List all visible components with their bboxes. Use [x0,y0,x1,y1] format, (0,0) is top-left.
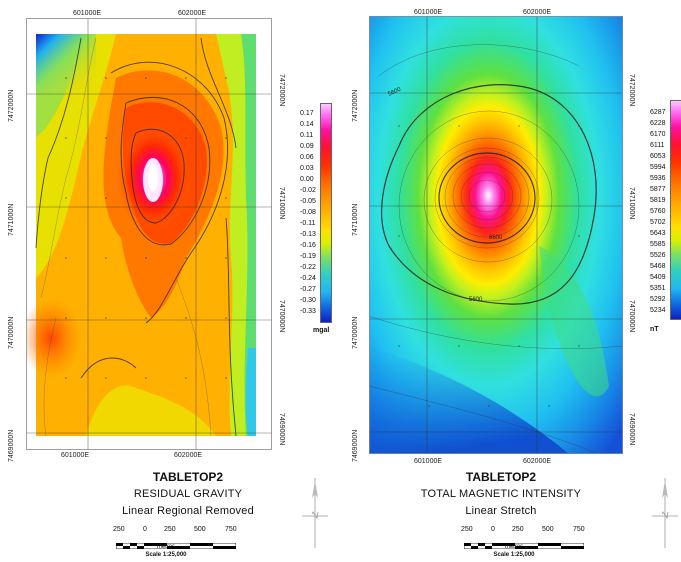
gravity-subtitle: RESIDUAL GRAVITY [133,488,243,500]
gravity-legend-label: 0.09 [300,143,314,150]
gravity-easting-bottom-1: 601000E [61,452,90,459]
gravity-subtitle-2: Linear Regional Removed [122,505,254,517]
gravity-northing-right-2: 7471000N [278,187,285,220]
magnetic-legend-label: 5526 [650,252,666,259]
magnetic-legend-label: 5877 [650,186,666,193]
magnetic-legend-label: 5585 [650,241,666,248]
magnetic-legend-label: 5409 [650,274,666,281]
gravity-legend-label: 0.14 [300,121,314,128]
gravity-legend-label: 0.06 [300,154,314,161]
gravity-map [26,18,272,450]
gravity-legend-label: -0.22 [300,264,316,271]
magnetic-legend-label: 5643 [650,230,666,237]
magnetic-easting-bottom-2: 602000E [523,458,552,465]
magnetic-easting-top-1: 601000E [414,9,443,16]
magnetic-legend-label: 5760 [650,208,666,215]
gravity-scale-tick: 750 [225,526,237,533]
magnetic-unit-label: nT [650,326,659,333]
magnetic-northing-right-3: 7470000N [628,300,635,333]
gravity-scale-tick: 500 [194,526,206,533]
gravity-legend-label: -0.30 [300,297,316,304]
magnetic-easting-top-2: 602000E [523,9,552,16]
gravity-northing-left-4: 7469000N [8,429,15,462]
magnetic-northing-right-1: 7472000N [628,74,635,107]
gravity-northing-right-1: 7472000N [278,74,285,107]
gravity-legend-label: 0.00 [300,176,314,183]
gravity-north-arrow-icon [302,478,328,553]
magnetic-legend-label: 5351 [650,285,666,292]
magnetic-northing-left-1: 7472000N [352,89,359,122]
magnetic-legend-label: 5994 [650,164,666,171]
magnetic-subtitle-2: Linear Stretch [465,505,537,517]
magnetic-northing-right-2: 7471000N [628,187,635,220]
magnetic-scale-tick: 750 [573,526,585,533]
magnetic-colorbar [670,100,681,320]
gravity-scale-bar [115,536,237,554]
magnetic-northing-left-2: 7471000N [352,203,359,236]
magnetic-scale-tick: 250 [512,526,524,533]
gravity-northing-right-4: 7469000N [278,413,285,446]
magnetic-north-arrow-icon [652,478,678,553]
gravity-map-image [26,18,272,450]
magnetic-scale-units: metres [504,544,524,550]
gravity-scale-units: metres [156,544,176,550]
gravity-legend-label: 0.03 [300,165,314,172]
magnetic-contour-label: 5600 [387,86,402,97]
magnetic-contour-label: 6600 [489,235,503,241]
gravity-legend-label: -0.19 [300,253,316,260]
magnetic-contour-label: 5600 [469,297,483,303]
magnetic-legend-label: 5819 [650,197,666,204]
magnetic-northing-right-4: 7469000N [628,413,635,446]
gravity-northing-left-2: 7471000N [8,203,15,236]
magnetic-legend-label: 5702 [650,219,666,226]
magnetic-legend-label: 6111 [650,142,665,149]
gravity-unit-label: mgal [313,327,330,334]
gravity-northing-left-3: 7470000N [8,316,15,349]
gravity-legend-label: -0.11 [300,220,316,227]
magnetic-subtitle: TOTAL MAGNETIC INTENSITY [420,488,582,500]
magnetic-scale-ratio: Scale 1:25,000 [493,552,535,558]
gravity-legend-label: 0.11 [300,132,314,139]
magnetic-legend-label: 5292 [650,296,666,303]
magnetic-northing-left-3: 7470000N [352,316,359,349]
magnetic-northing-left-4: 7469000N [352,429,359,462]
gravity-legend-label: -0.13 [300,231,316,238]
magnetic-scale-tick: 0 [491,526,495,533]
gravity-easting-bottom-2: 602000E [174,452,203,459]
magnetic-legend-label: 6287 [650,109,666,116]
magnetic-map: 5600 6600 5600 [369,16,623,454]
gravity-scale-tick: 0 [143,526,147,533]
magnetic-legend-label: 6228 [650,120,666,127]
gravity-easting-top-1: 601000E [73,10,102,17]
gravity-legend-label: -0.05 [300,198,316,205]
gravity-legend-label: -0.27 [300,286,316,293]
gravity-legend-label: -0.08 [300,209,316,216]
magnetic-legend-label: 5234 [650,307,666,314]
gravity-northing-left-1: 7472000N [8,89,15,122]
magnetic-legend-label: 6053 [650,153,666,160]
gravity-northing-right-3: 7470000N [278,300,285,333]
magnetic-legend-label: 5468 [650,263,666,270]
magnetic-map-image: 5600 6600 5600 [369,16,623,454]
gravity-scale-ratio: Scale 1:25,000 [145,552,187,558]
magnetic-legend-label: 6170 [650,131,666,138]
gravity-legend-label: -0.33 [300,308,316,315]
gravity-legend-label: 0.17 [300,110,314,117]
magnetic-scale-tick: 500 [542,526,554,533]
magnetic-legend-label: 5936 [650,175,666,182]
magnetic-scale-tick: 250 [461,526,473,533]
gravity-colorbar [320,103,332,323]
gravity-scale-tick: 250 [113,526,125,533]
gravity-legend-label: -0.16 [300,242,316,249]
gravity-legend-label: -0.02 [300,187,316,194]
magnetic-title: TABLETOP2 [465,470,537,484]
gravity-title: TABLETOP2 [152,470,224,484]
magnetic-easting-bottom-1: 601000E [414,458,443,465]
gravity-easting-top-2: 602000E [178,10,207,17]
gravity-scale-tick: 250 [164,526,176,533]
gravity-legend-label: -0.24 [300,275,316,282]
